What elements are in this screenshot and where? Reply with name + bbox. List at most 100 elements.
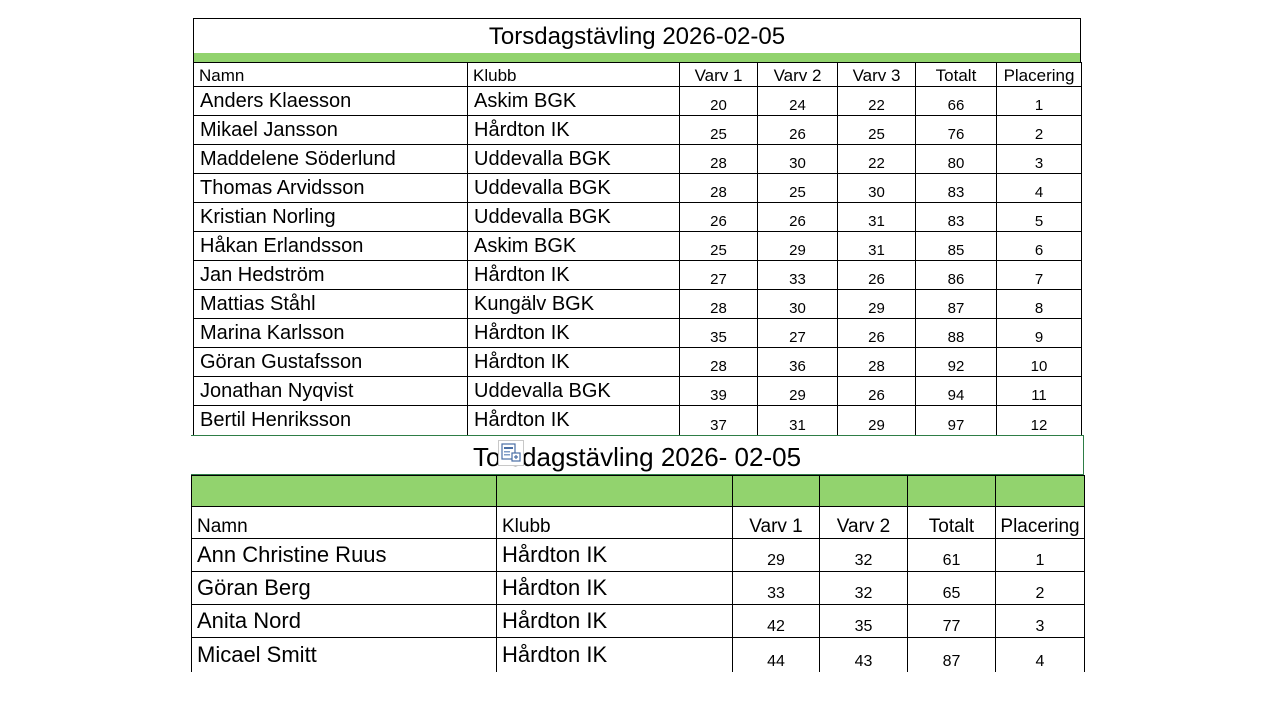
table2-title[interactable]: Torsdagstävling 2026- 02-05	[191, 435, 1084, 475]
header-totalt[interactable]: Totalt	[915, 62, 997, 87]
cell-place[interactable]: 9	[996, 318, 1082, 348]
cell-place[interactable]: 4	[995, 637, 1085, 672]
green-cell[interactable]	[995, 475, 1085, 507]
cell-club[interactable]: Hårdton IK	[496, 637, 733, 672]
cell-place[interactable]: 2	[996, 115, 1082, 145]
cell-total[interactable]: 86	[915, 260, 997, 290]
header-totalt[interactable]: Totalt	[907, 506, 996, 539]
cell-r3[interactable]: 26	[837, 318, 916, 348]
header-placering[interactable]: Placering	[995, 506, 1085, 539]
cell-name[interactable]: Håkan Erlandsson	[193, 231, 468, 261]
green-cell[interactable]	[819, 475, 908, 507]
cell-name[interactable]: Ann Christine Ruus	[191, 538, 497, 572]
cell-total[interactable]: 61	[907, 538, 996, 572]
cell-r1[interactable]: 27	[679, 260, 758, 290]
cell-name[interactable]: Thomas Arvidsson	[193, 173, 468, 203]
header-varv3[interactable]: Varv 3	[837, 62, 916, 87]
cell-r2[interactable]: 30	[757, 144, 838, 174]
cell-club[interactable]: Kungälv BGK	[467, 289, 680, 319]
green-cell[interactable]	[191, 475, 497, 507]
cell-r2[interactable]: 36	[757, 347, 838, 377]
cell-r2[interactable]: 26	[757, 115, 838, 145]
cell-r2[interactable]: 29	[757, 376, 838, 406]
cell-r2[interactable]: 30	[757, 289, 838, 319]
cell-place[interactable]: 5	[996, 202, 1082, 232]
cell-name[interactable]: Kristian Norling	[193, 202, 468, 232]
green-cell[interactable]	[496, 475, 733, 507]
cell-r2[interactable]: 25	[757, 173, 838, 203]
cell-club[interactable]: Askim BGK	[467, 231, 680, 261]
header-varv2[interactable]: Varv 2	[757, 62, 838, 87]
cell-club[interactable]: Uddevalla BGK	[467, 144, 680, 174]
cell-club[interactable]: Hårdton IK	[496, 604, 733, 638]
cell-r3[interactable]: 28	[837, 347, 916, 377]
cell-r2[interactable]: 33	[757, 260, 838, 290]
cell-total[interactable]: 80	[915, 144, 997, 174]
cell-total[interactable]: 92	[915, 347, 997, 377]
cell-r3[interactable]: 26	[837, 260, 916, 290]
cell-name[interactable]: Bertil Henriksson	[193, 405, 468, 435]
cell-place[interactable]: 7	[996, 260, 1082, 290]
cell-r1[interactable]: 28	[679, 347, 758, 377]
cell-club[interactable]: Hårdton IK	[467, 347, 680, 377]
cell-name[interactable]: Anita Nord	[191, 604, 497, 638]
header-varv2[interactable]: Varv 2	[819, 506, 908, 539]
cell-r2[interactable]: 27	[757, 318, 838, 348]
cell-r2[interactable]: 32	[819, 571, 908, 605]
cell-name[interactable]: Marina Karlsson	[193, 318, 468, 348]
cell-total[interactable]: 87	[907, 637, 996, 672]
header-varv1[interactable]: Varv 1	[732, 506, 820, 539]
cell-name[interactable]: Mattias Ståhl	[193, 289, 468, 319]
cell-r1[interactable]: 25	[679, 115, 758, 145]
green-cell[interactable]	[732, 475, 820, 507]
cell-name[interactable]: Jonathan Nyqvist	[193, 376, 468, 406]
cell-r1[interactable]: 28	[679, 144, 758, 174]
cell-r2[interactable]: 31	[757, 405, 838, 435]
cell-r1[interactable]: 20	[679, 86, 758, 116]
cell-name[interactable]: Micael Smitt	[191, 637, 497, 672]
cell-r2[interactable]: 24	[757, 86, 838, 116]
cell-club[interactable]: Uddevalla BGK	[467, 202, 680, 232]
cell-name[interactable]: Göran Gustafsson	[193, 347, 468, 377]
cell-r3[interactable]: 22	[837, 86, 916, 116]
cell-r2[interactable]: 29	[757, 231, 838, 261]
cell-r1[interactable]: 28	[679, 173, 758, 203]
cell-name[interactable]: Jan Hedström	[193, 260, 468, 290]
cell-r3[interactable]: 31	[837, 202, 916, 232]
cell-total[interactable]: 88	[915, 318, 997, 348]
cell-r2[interactable]: 43	[819, 637, 908, 672]
cell-r3[interactable]: 31	[837, 231, 916, 261]
cell-r3[interactable]: 22	[837, 144, 916, 174]
cell-r2[interactable]: 26	[757, 202, 838, 232]
cell-r1[interactable]: 42	[732, 604, 820, 638]
cell-total[interactable]: 97	[915, 405, 997, 435]
header-varv1[interactable]: Varv 1	[679, 62, 758, 87]
cell-r1[interactable]: 28	[679, 289, 758, 319]
cell-club[interactable]: Hårdton IK	[467, 318, 680, 348]
cell-club[interactable]: Uddevalla BGK	[467, 173, 680, 203]
cell-total[interactable]: 76	[915, 115, 997, 145]
cell-total[interactable]: 87	[915, 289, 997, 319]
cell-total[interactable]: 83	[915, 173, 997, 203]
cell-place[interactable]: 4	[996, 173, 1082, 203]
green-cell[interactable]	[907, 475, 996, 507]
cell-place[interactable]: 1	[995, 538, 1085, 572]
cell-r1[interactable]: 39	[679, 376, 758, 406]
cell-r1[interactable]: 44	[732, 637, 820, 672]
cell-r2[interactable]: 35	[819, 604, 908, 638]
paste-options-icon[interactable]	[498, 440, 524, 466]
cell-r3[interactable]: 26	[837, 376, 916, 406]
cell-place[interactable]: 10	[996, 347, 1082, 377]
cell-r1[interactable]: 29	[732, 538, 820, 572]
cell-r1[interactable]: 25	[679, 231, 758, 261]
cell-club[interactable]: Hårdton IK	[496, 571, 733, 605]
cell-r1[interactable]: 37	[679, 405, 758, 435]
cell-r1[interactable]: 35	[679, 318, 758, 348]
header-namn[interactable]: Namn	[193, 62, 468, 87]
cell-club[interactable]: Hårdton IK	[467, 260, 680, 290]
cell-place[interactable]: 3	[996, 144, 1082, 174]
cell-club[interactable]: Askim BGK	[467, 86, 680, 116]
cell-total[interactable]: 77	[907, 604, 996, 638]
cell-place[interactable]: 3	[995, 604, 1085, 638]
cell-r3[interactable]: 29	[837, 289, 916, 319]
